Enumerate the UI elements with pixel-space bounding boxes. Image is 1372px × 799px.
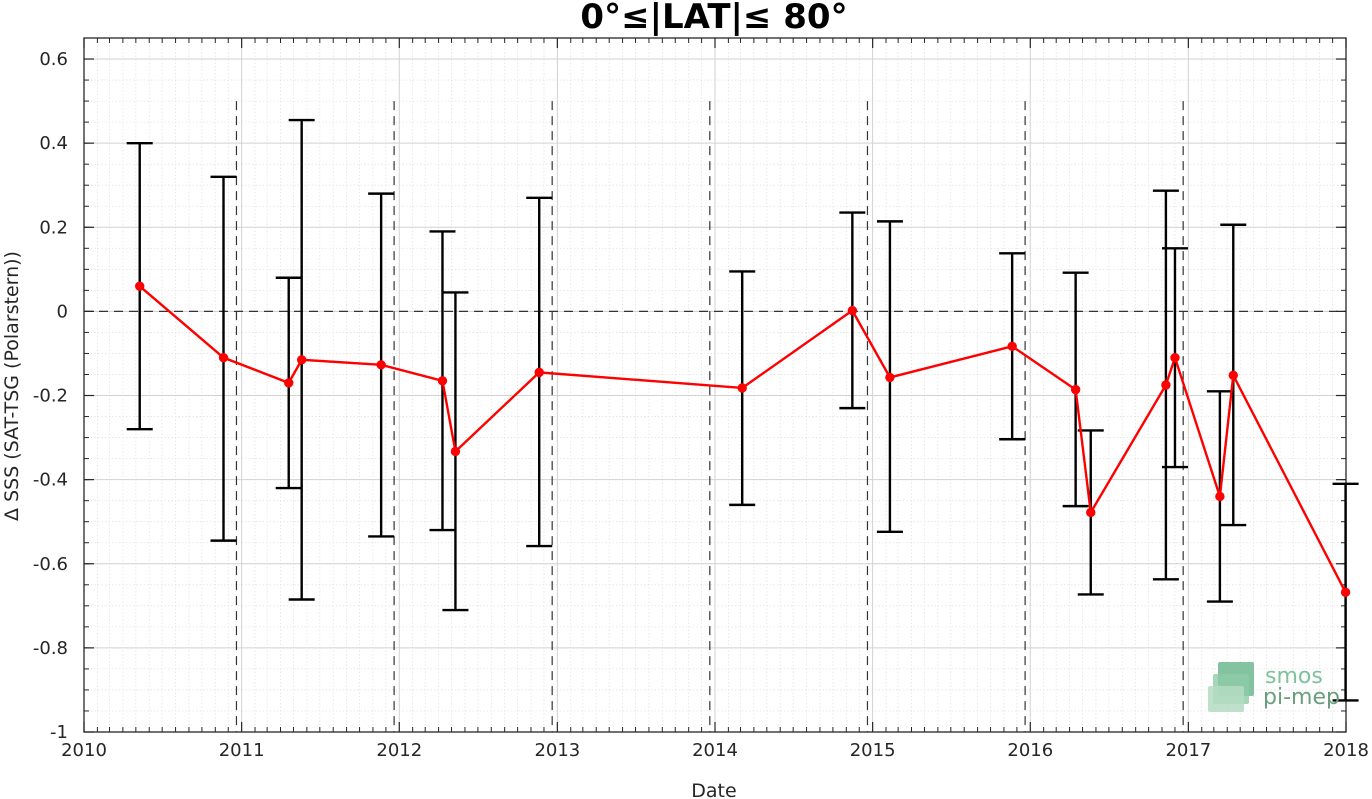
data-point [135, 281, 145, 291]
error-bars [126, 118, 1359, 702]
data-point [847, 305, 858, 316]
y-tick-label: -1 [50, 722, 68, 743]
y-tick-label: -0.4 [33, 470, 68, 491]
x-tick-label: 2018 [1323, 740, 1369, 761]
x-tick-labels: 2010 2011 2012 2013 2014 2015 2016 2017 2018 [61, 740, 1369, 761]
smos-pimep-logo: smos pi-mep [1208, 662, 1340, 712]
x-tick-label: 2014 [692, 740, 738, 761]
data-point [218, 352, 229, 363]
data-point [437, 376, 448, 386]
data-point [1007, 341, 1017, 352]
x-axis-label: Date [691, 780, 736, 799]
data-point [885, 372, 895, 383]
x-tick-label: 2013 [534, 740, 580, 761]
x-tick-label: 2016 [1007, 740, 1053, 761]
data-point [534, 367, 544, 378]
x-tick-label: 2010 [61, 740, 107, 761]
y-tick-label: 0 [57, 301, 68, 322]
axis-frame [83, 37, 1347, 733]
x-tick-label: 2017 [1165, 740, 1211, 761]
y-tick-label: -0.8 [33, 638, 68, 659]
y-tick-label: -0.2 [33, 386, 68, 407]
logo-text-pimep: pi-mep [1263, 685, 1340, 710]
data-point [1340, 587, 1351, 598]
y-tick-label: -0.6 [33, 554, 68, 575]
data-point [376, 360, 386, 370]
x-tick-label: 2011 [219, 740, 265, 761]
y-axis-label: Δ SSS (SAT-TSG (Polarstern)) [1, 251, 23, 521]
logo-mark-icon [1208, 662, 1254, 712]
data-series [135, 281, 1351, 598]
logo-text-smos: smos [1265, 664, 1323, 689]
chart-title: 0°≤|LAT|≤ 80° [580, 0, 847, 37]
data-point [1170, 352, 1180, 363]
data-point [296, 355, 307, 365]
data-point [1215, 491, 1225, 502]
y-tick-label: 0.4 [39, 133, 68, 154]
reference-lines [84, 101, 1346, 732]
data-point [1070, 384, 1081, 395]
x-tick-label: 2012 [376, 740, 422, 761]
data-point [1161, 380, 1171, 390]
y-tick-labels: -1 -0.8 -0.6 -0.4 -0.2 0 0.2 0.4 0.6 [33, 49, 68, 743]
y-tick-label: 0.6 [39, 49, 68, 70]
data-point [1086, 507, 1096, 518]
data-point [737, 383, 747, 393]
y-tick-label: 0.2 [39, 217, 68, 238]
data-point [284, 378, 294, 388]
data-point [450, 446, 461, 457]
data-point [1228, 370, 1238, 381]
x-tick-label: 2015 [850, 740, 896, 761]
